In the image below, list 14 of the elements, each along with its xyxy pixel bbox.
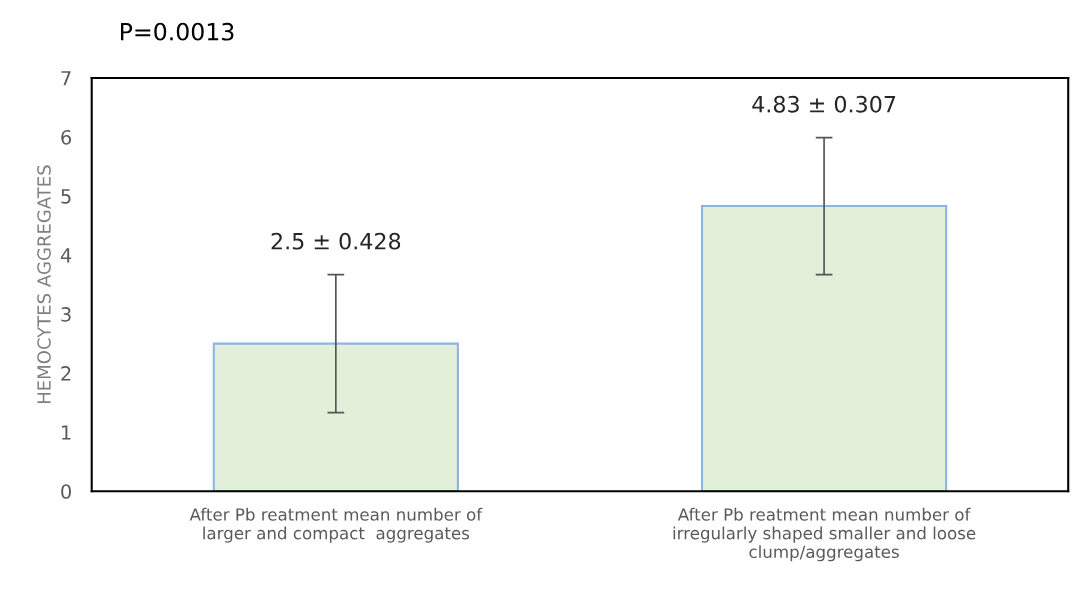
y-tick-label: 3	[61, 307, 71, 322]
y-tick-label: 2	[61, 366, 71, 381]
y-tick-label: 6	[61, 129, 72, 145]
y-tick-label: 0	[61, 484, 71, 499]
y-tick-label: 7	[61, 71, 71, 86]
y-tick-label: 4	[60, 248, 72, 263]
y-tick-label: 1	[62, 425, 71, 440]
y-tick-label: 5	[61, 189, 71, 204]
x-tick-label: After Pb reatment mean number of larger and compact aggregates	[189, 507, 483, 543]
x-tick-label: After Pb reatment mean number of irregularly shaped smaller and loose clump/aggregates	[673, 507, 976, 562]
y-axis-title: HEMOCYTES AGGREGATES	[37, 165, 51, 404]
annotation: 4.83 ± 0.307	[752, 95, 896, 113]
chart-title: P=0.0013	[121, 22, 234, 41]
annotation: 2.5 ± 0.428	[271, 232, 401, 250]
